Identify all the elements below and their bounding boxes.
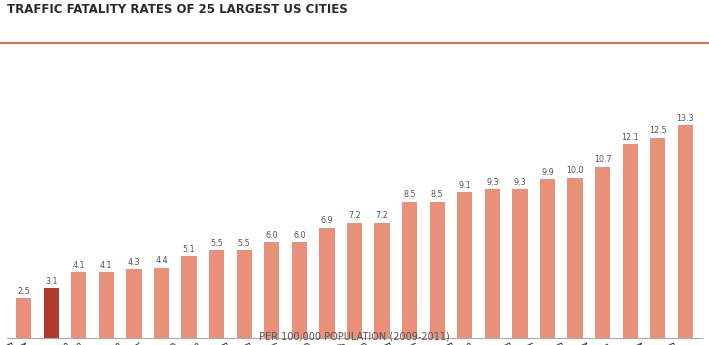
Text: TRAFFIC FATALITY RATES OF 25 LARGEST US CITIES: TRAFFIC FATALITY RATES OF 25 LARGEST US … xyxy=(7,3,348,17)
Bar xyxy=(650,138,665,338)
Text: 9.3: 9.3 xyxy=(513,178,526,187)
Text: 4.1: 4.1 xyxy=(72,261,85,270)
Bar xyxy=(237,250,252,338)
Text: 9.9: 9.9 xyxy=(541,168,554,177)
Bar xyxy=(182,256,196,338)
Bar xyxy=(374,223,390,338)
Bar xyxy=(402,202,417,338)
Bar xyxy=(16,298,31,338)
Text: 4.3: 4.3 xyxy=(128,258,140,267)
Text: 7.2: 7.2 xyxy=(348,211,361,220)
Bar xyxy=(319,227,335,338)
Text: 6.0: 6.0 xyxy=(266,230,278,239)
Bar xyxy=(209,250,224,338)
Text: 5.1: 5.1 xyxy=(183,245,196,254)
Bar xyxy=(99,273,114,338)
Bar xyxy=(457,192,472,338)
Bar xyxy=(595,167,610,338)
Text: 6.0: 6.0 xyxy=(293,230,306,239)
Text: 12.1: 12.1 xyxy=(621,133,639,142)
Bar xyxy=(154,268,169,338)
Bar xyxy=(430,202,445,338)
Text: 9.3: 9.3 xyxy=(486,178,498,187)
Text: 9.1: 9.1 xyxy=(459,181,471,190)
Text: 12.5: 12.5 xyxy=(649,126,666,135)
Text: 8.5: 8.5 xyxy=(403,190,416,199)
Text: 10.0: 10.0 xyxy=(566,166,584,176)
Bar xyxy=(126,269,142,338)
Bar xyxy=(264,242,279,338)
Text: 3.1: 3.1 xyxy=(45,277,57,286)
Text: 5.5: 5.5 xyxy=(211,238,223,248)
Bar xyxy=(678,125,693,338)
Bar xyxy=(567,178,583,338)
Bar xyxy=(292,242,307,338)
Text: 4.1: 4.1 xyxy=(100,261,113,270)
Bar xyxy=(347,223,362,338)
Text: 5.5: 5.5 xyxy=(238,238,250,248)
Text: 8.5: 8.5 xyxy=(431,190,444,199)
Bar xyxy=(623,144,638,338)
Text: 10.7: 10.7 xyxy=(594,155,611,164)
Text: 13.3: 13.3 xyxy=(676,114,694,122)
Bar xyxy=(540,179,555,338)
Text: 7.2: 7.2 xyxy=(376,211,389,220)
Text: 4.4: 4.4 xyxy=(155,256,168,265)
Bar xyxy=(44,288,59,338)
Text: PER 100,000 POPULATION (2009-2011): PER 100,000 POPULATION (2009-2011) xyxy=(259,332,450,342)
Bar xyxy=(513,189,527,338)
Text: 6.9: 6.9 xyxy=(320,216,333,225)
Text: 2.5: 2.5 xyxy=(17,287,30,296)
Bar xyxy=(485,189,500,338)
Bar xyxy=(71,273,86,338)
